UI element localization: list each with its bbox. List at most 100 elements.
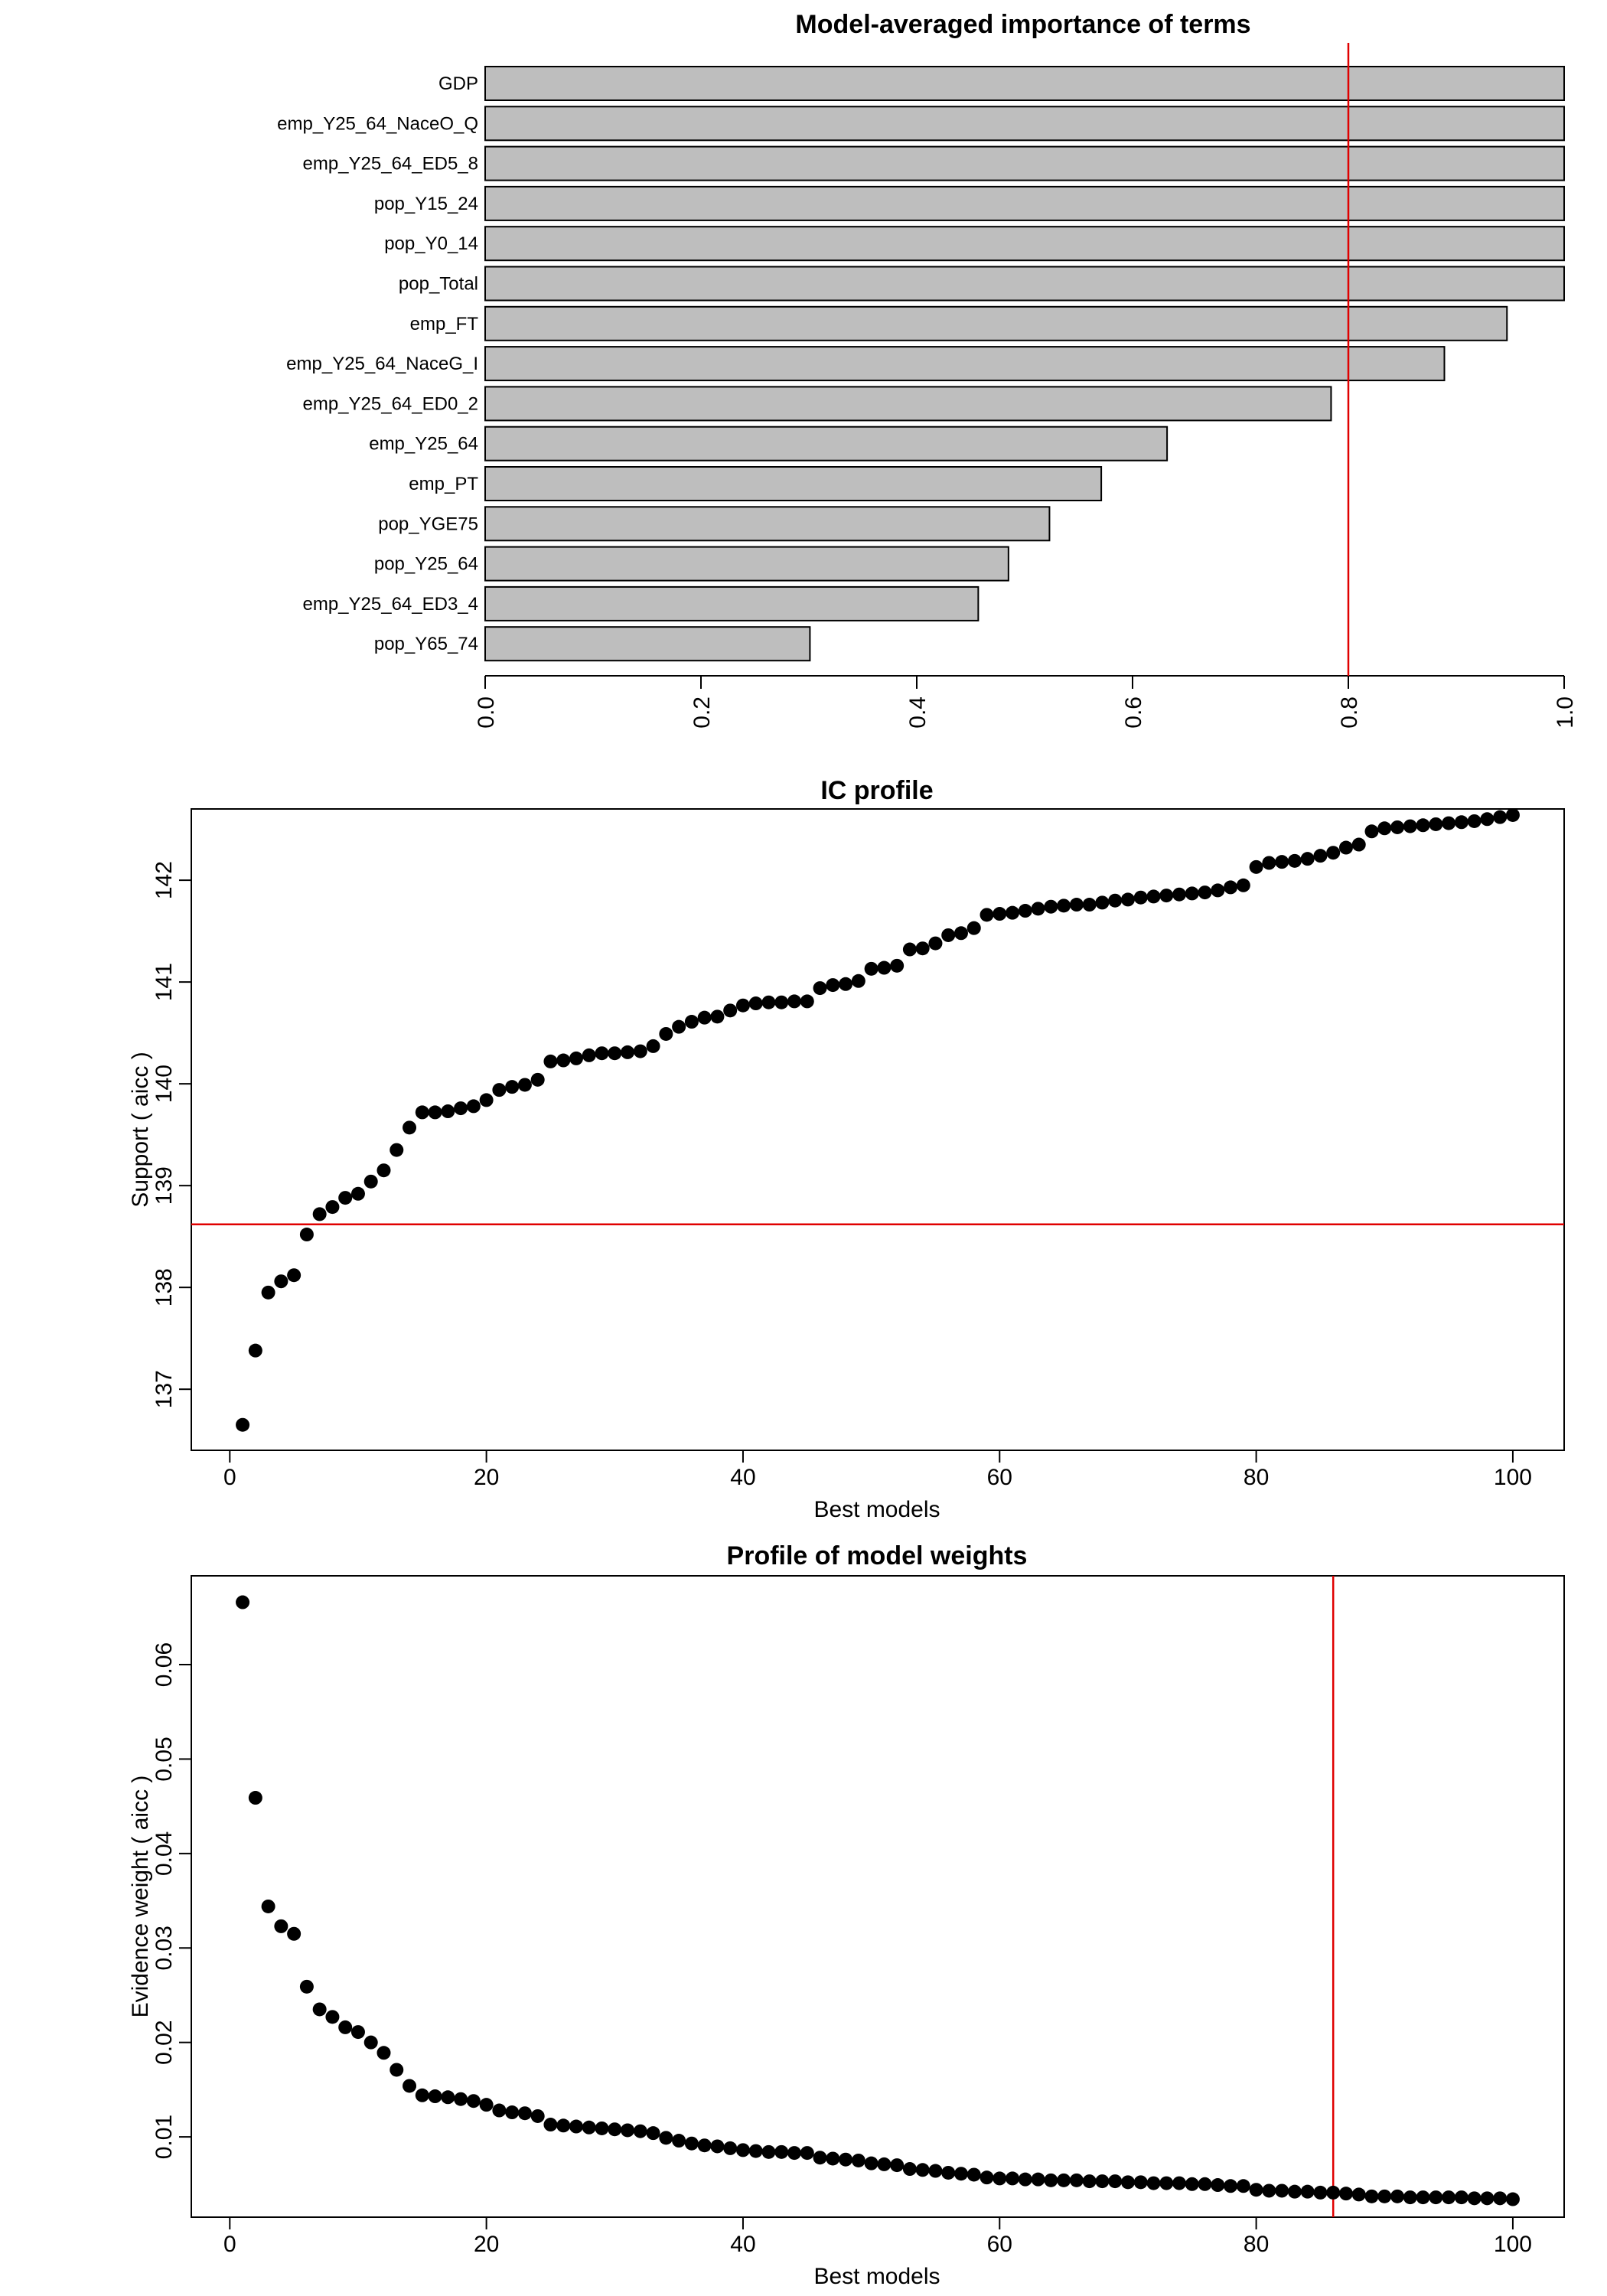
model-weights-point xyxy=(248,1791,262,1805)
model-weights-point xyxy=(517,2106,532,2121)
importance-category-label: emp_FT xyxy=(410,314,479,334)
ic-profile-point xyxy=(1044,899,1058,914)
model-weights-point xyxy=(953,2167,968,2181)
ic-profile-point xyxy=(236,1417,250,1432)
model-weights-point xyxy=(312,2002,327,2017)
model-weights-point xyxy=(735,2143,750,2157)
model-weights-point xyxy=(595,2121,609,2135)
model-weights-point xyxy=(723,2141,738,2155)
ic-profile-point xyxy=(1493,810,1508,824)
importance-bar xyxy=(484,185,1565,221)
model-weights-point xyxy=(1006,2171,1020,2186)
model-weights-point xyxy=(1069,2173,1084,2187)
model-weights-title: Profile of model weights xyxy=(727,1541,1028,1570)
importance-category-label: emp_Y25_64_ED5_8 xyxy=(302,154,478,174)
ic-profile-point xyxy=(325,1200,340,1215)
ic-profile-point xyxy=(390,1143,404,1157)
ic-profile-x-ticks: 0 20 40 60 80 100 xyxy=(223,1450,1532,1490)
ic-profile-point xyxy=(530,1072,545,1087)
importance-bar xyxy=(484,106,1565,142)
model-weights-point xyxy=(1416,2190,1430,2205)
ic-profile-point xyxy=(517,1078,532,1092)
ic-profile-y-tick-label: 140 xyxy=(152,1065,177,1103)
importance-bar xyxy=(484,346,1446,382)
model-weights-point xyxy=(1275,2183,1289,2198)
model-weights-plot-frame xyxy=(191,1575,1565,2218)
model-weights-point xyxy=(839,2152,853,2167)
ic-profile-point xyxy=(1351,837,1366,852)
ic-profile-point xyxy=(441,1104,455,1119)
ic-profile-point xyxy=(261,1285,275,1300)
importance-category-label: GDP xyxy=(438,73,478,94)
ic-profile-point xyxy=(595,1046,609,1061)
model-weights-point xyxy=(1377,2189,1392,2203)
ic-profile-point xyxy=(1095,895,1110,910)
model-weights-point xyxy=(1493,2191,1508,2206)
model-weights-point xyxy=(1082,2174,1097,2189)
ic-profile-point xyxy=(428,1105,442,1120)
model-weights-point xyxy=(621,2123,635,2138)
importance-category-label: pop_Y25_64 xyxy=(374,554,478,575)
model-weights-y-tick-label: 0.01 xyxy=(152,2115,177,2159)
ic-profile-point xyxy=(1416,818,1430,833)
model-weights-point xyxy=(1185,2177,1199,2191)
ic-profile-x-tick-label: 40 xyxy=(730,1465,755,1490)
ic-profile-point xyxy=(338,1191,353,1205)
ic-profile-point xyxy=(1262,856,1276,870)
model-weights-point xyxy=(672,2134,686,2148)
model-weights-x-ticks: 0 20 40 60 80 100 xyxy=(223,2217,1532,2257)
ic-profile-point xyxy=(1442,816,1456,830)
model-weights-point xyxy=(325,2010,340,2024)
ic-profile-x-tick-label: 20 xyxy=(474,1465,499,1490)
model-weights-point xyxy=(748,2144,763,2158)
model-weights-point xyxy=(582,2120,596,2135)
ic-profile-point xyxy=(1429,817,1443,831)
model-weights-point xyxy=(441,2090,455,2105)
importance-x-tick-label: 1.0 xyxy=(1553,696,1578,729)
ic-profile-point xyxy=(761,995,776,1009)
ic-profile-point xyxy=(684,1015,699,1029)
importance-category-label: pop_Y0_14 xyxy=(384,233,478,254)
model-weights-ylabel: Evidence weight ( aicc ) xyxy=(128,1776,153,2018)
model-weights-point xyxy=(659,2131,673,2145)
model-weights-point xyxy=(697,2138,712,2153)
model-weights-point xyxy=(941,2165,956,2180)
model-weights-point xyxy=(1044,2173,1058,2187)
importance-bars xyxy=(484,66,1565,662)
ic-profile-point xyxy=(1390,820,1405,834)
importance-bar xyxy=(484,66,1565,101)
importance-x-ticks: 0.0 0.2 0.4 0.6 0.8 1.0 xyxy=(474,676,1578,729)
ic-profile-point xyxy=(608,1046,622,1061)
ic-profile-point xyxy=(1454,815,1468,830)
ic-profile-point xyxy=(1236,878,1250,892)
model-weights-point xyxy=(466,2094,481,2108)
ic-profile-point xyxy=(1185,886,1199,901)
importance-category-label: pop_YGE75 xyxy=(378,514,478,534)
model-weights-point xyxy=(287,1926,302,1941)
model-weights-point xyxy=(608,2122,622,2137)
ic-profile-point xyxy=(672,1019,686,1034)
model-weights-point xyxy=(1224,2179,1238,2193)
model-weights-point xyxy=(761,2144,776,2159)
ic-profile-point xyxy=(993,907,1007,921)
ic-profile-point xyxy=(1467,814,1482,828)
model-weights-point xyxy=(261,1899,275,1913)
importance-x-tick-label: 0.2 xyxy=(689,696,715,729)
ic-profile-x-tick-label: 0 xyxy=(223,1465,236,1490)
ic-profile-point xyxy=(646,1039,660,1053)
ic-profile-point xyxy=(1364,824,1379,839)
model-weights-x-tick-label: 0 xyxy=(223,2232,236,2257)
model-weights-point xyxy=(1364,2189,1379,2203)
ic-profile-point xyxy=(1300,852,1315,866)
ic-profile-point xyxy=(1313,849,1328,863)
ic-profile-y-tick-label: 139 xyxy=(152,1166,177,1205)
model-weights-point xyxy=(390,2063,404,2077)
model-weights-point xyxy=(1338,2187,1353,2201)
model-weights-point xyxy=(338,2020,353,2034)
ic-profile-point xyxy=(877,960,892,975)
ic-profile-point xyxy=(1031,902,1045,916)
model-weights-x-tick-label: 40 xyxy=(730,2232,755,2257)
ic-profile-point xyxy=(312,1207,327,1221)
importance-bar xyxy=(484,546,1009,582)
